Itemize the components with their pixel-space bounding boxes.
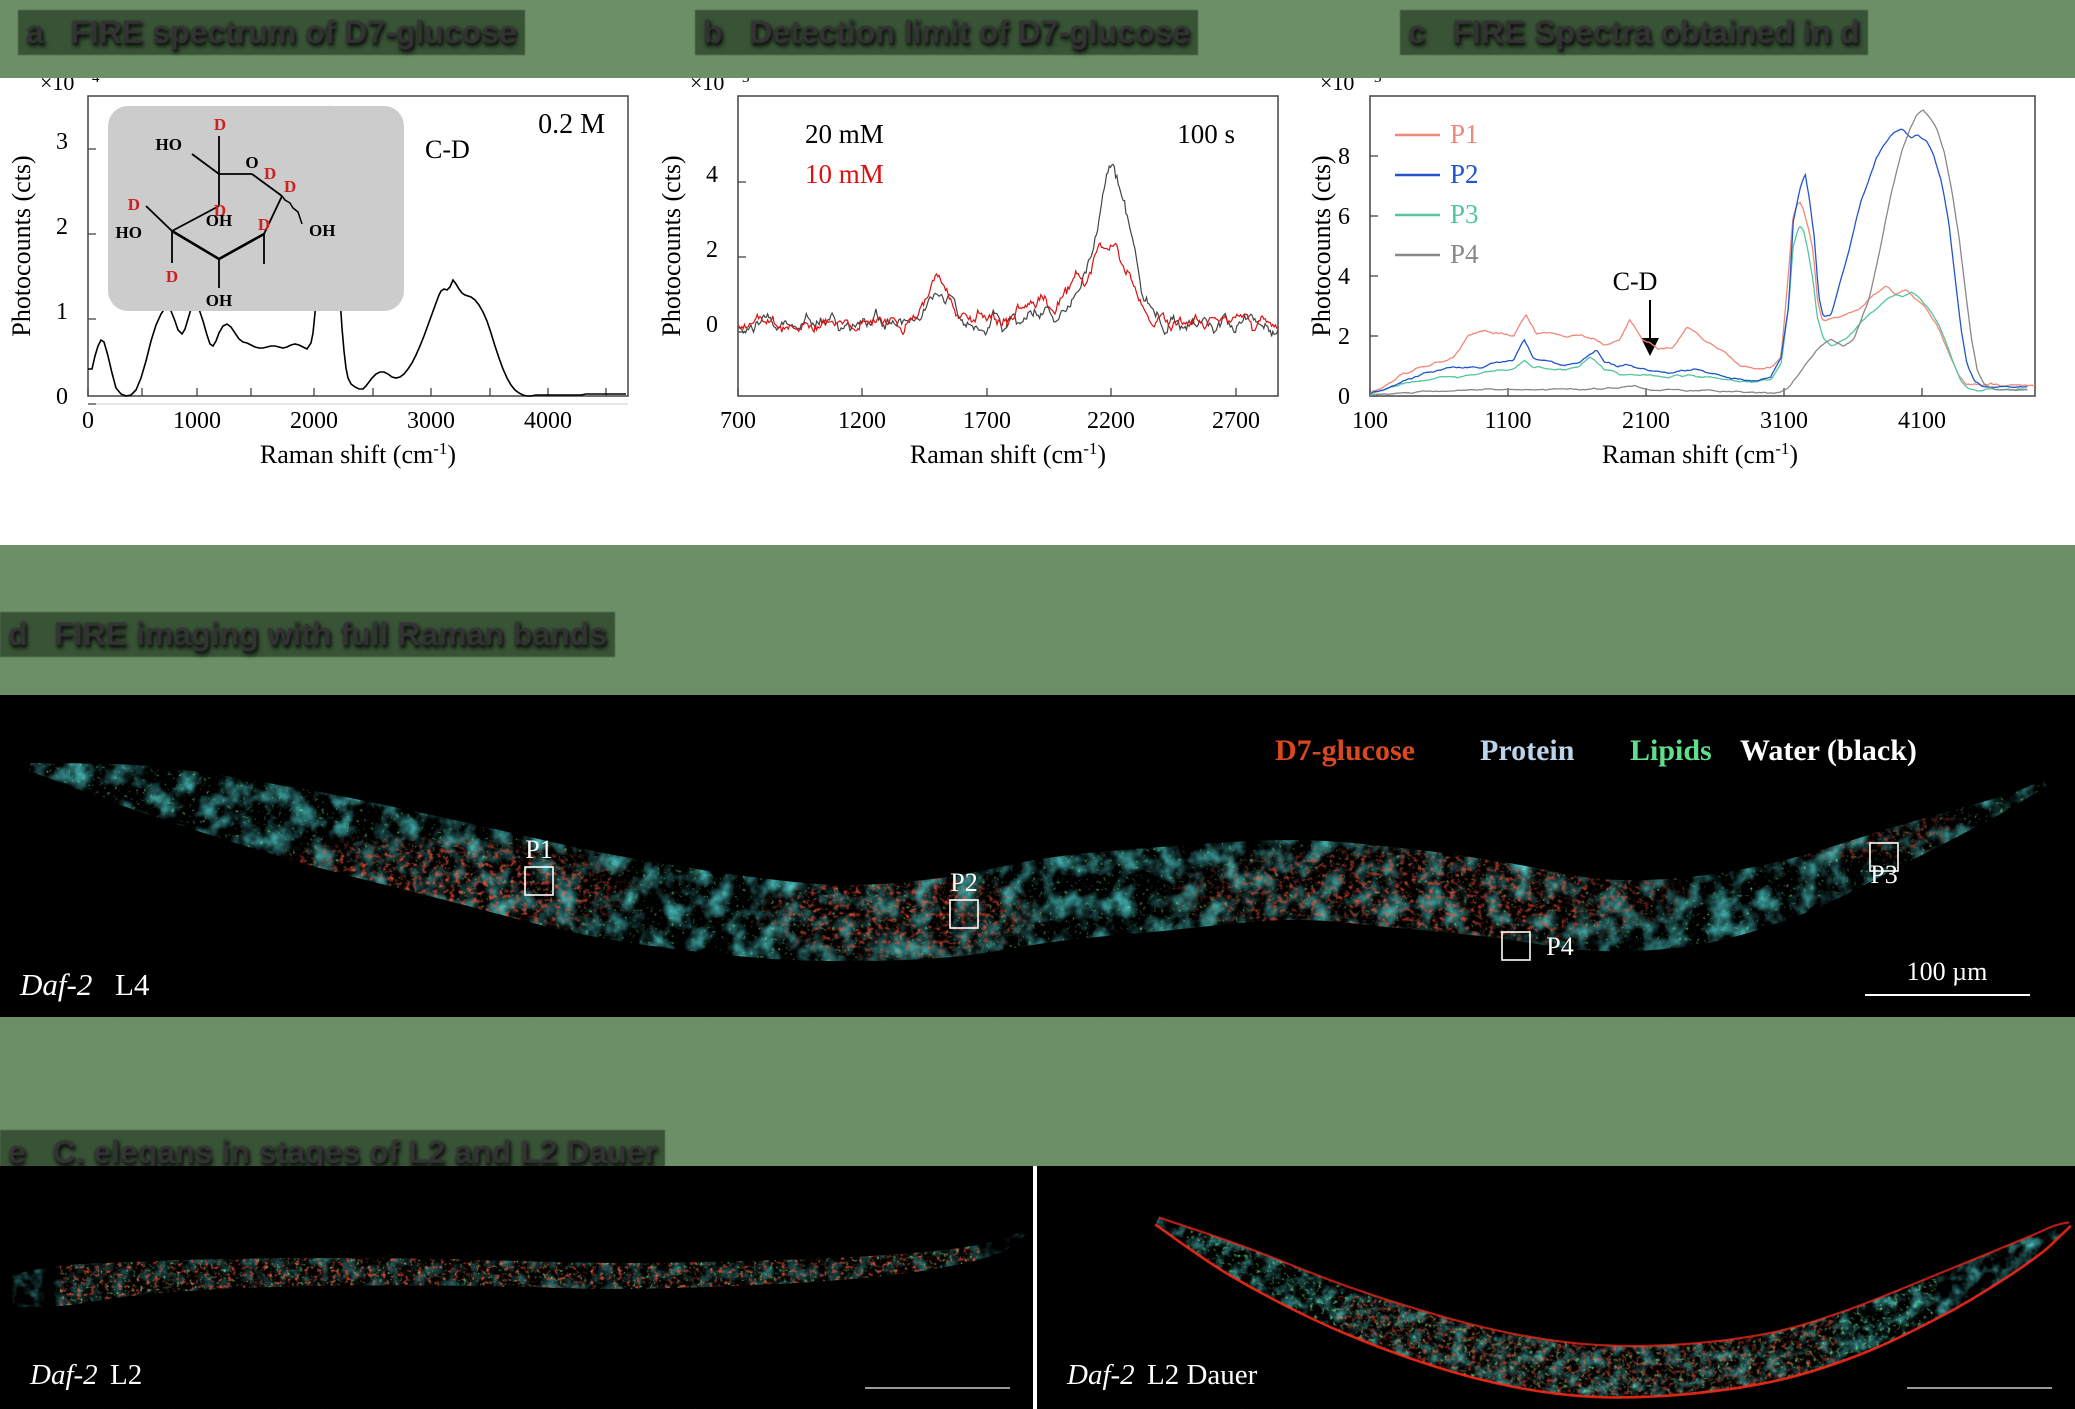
svg-text:P1: P1	[1450, 119, 1479, 149]
svg-text:0: 0	[706, 312, 718, 338]
svg-text:×10: ×10	[690, 78, 724, 95]
svg-text:Daf-2: Daf-2	[1066, 1359, 1135, 1391]
svg-text:100 µm: 100 µm	[1907, 957, 1988, 986]
svg-text:4: 4	[92, 78, 100, 86]
svg-text:C-D: C-D	[425, 135, 470, 164]
svg-text:OH: OH	[206, 291, 232, 310]
svg-text:3: 3	[56, 129, 68, 155]
svg-text:P3: P3	[1450, 199, 1479, 229]
svg-text:4: 4	[1338, 264, 1350, 290]
svg-text:P1: P1	[525, 835, 552, 864]
svg-text:D7-glucose: D7-glucose	[1275, 734, 1415, 767]
svg-text:HO: HO	[156, 135, 182, 154]
svg-text:D: D	[166, 267, 178, 286]
svg-text:3: 3	[742, 78, 750, 86]
svg-text:1000: 1000	[173, 408, 221, 434]
svg-text:2200: 2200	[1087, 408, 1135, 434]
svg-text:4: 4	[706, 162, 718, 188]
svg-text:Raman shift (cm-1): Raman shift (cm-1)	[910, 439, 1106, 470]
svg-text:2: 2	[56, 214, 68, 240]
svg-text:2: 2	[706, 237, 718, 263]
svg-text:2: 2	[1338, 324, 1350, 350]
svg-text:×10: ×10	[40, 78, 74, 95]
svg-text:D: D	[128, 195, 140, 214]
svg-text:O: O	[245, 153, 258, 172]
svg-text:OH: OH	[309, 221, 335, 240]
svg-text:Lipids: Lipids	[1630, 734, 1712, 767]
svg-text:HO: HO	[116, 223, 142, 242]
svg-text:D: D	[214, 115, 226, 134]
svg-text:P3: P3	[1870, 860, 1897, 889]
svg-text:Photocounts (cts): Photocounts (cts)	[1307, 155, 1336, 336]
svg-text:3100: 3100	[1760, 408, 1808, 434]
svg-text:10 mM: 10 mM	[805, 159, 884, 189]
svg-text:Raman shift (cm-1): Raman shift (cm-1)	[1602, 439, 1798, 470]
svg-text:2700: 2700	[1212, 408, 1260, 434]
svg-text:Water (black): Water (black)	[1740, 734, 1917, 767]
svg-text:Protein: Protein	[1480, 734, 1575, 767]
svg-text:1200: 1200	[838, 408, 886, 434]
svg-text:L2: L2	[110, 1359, 142, 1391]
svg-text:0: 0	[1338, 384, 1350, 410]
svg-text:100: 100	[1352, 408, 1388, 434]
svg-text:0.2 M: 0.2 M	[538, 109, 605, 140]
svg-text:100 s: 100 s	[1177, 119, 1235, 149]
svg-text:C-D: C-D	[1613, 267, 1658, 296]
svg-text:8: 8	[1338, 144, 1350, 170]
svg-text:Daf-2: Daf-2	[19, 967, 92, 1002]
svg-text:2100: 2100	[1622, 408, 1670, 434]
svg-text:1100: 1100	[1484, 408, 1531, 434]
svg-text:3: 3	[1374, 78, 1382, 86]
svg-text:6: 6	[1338, 204, 1350, 230]
svg-text:4000: 4000	[524, 408, 572, 434]
svg-text:D: D	[264, 164, 276, 183]
svg-text:P2: P2	[950, 868, 977, 897]
svg-text:2000: 2000	[290, 408, 338, 434]
svg-text:D: D	[258, 215, 270, 234]
svg-text:20 mM: 20 mM	[805, 119, 884, 149]
svg-text:×10: ×10	[1320, 78, 1354, 95]
svg-text:P4: P4	[1450, 239, 1479, 269]
svg-text:3000: 3000	[407, 408, 455, 434]
svg-text:Photocounts (cts): Photocounts (cts)	[7, 155, 36, 336]
svg-text:Photocounts (cts): Photocounts (cts)	[657, 155, 686, 336]
svg-text:0: 0	[56, 384, 68, 410]
svg-text:700: 700	[720, 408, 756, 434]
svg-text:1: 1	[56, 299, 68, 325]
svg-text:Daf-2: Daf-2	[29, 1359, 98, 1391]
svg-text:P2: P2	[1450, 159, 1479, 189]
svg-text:L2 Dauer: L2 Dauer	[1147, 1359, 1258, 1391]
svg-text:D: D	[284, 177, 296, 196]
svg-text:L4: L4	[115, 967, 150, 1002]
svg-text:Raman shift (cm-1): Raman shift (cm-1)	[260, 439, 456, 470]
svg-text:1700: 1700	[963, 408, 1011, 434]
svg-text:4100: 4100	[1898, 408, 1946, 434]
svg-text:P4: P4	[1546, 932, 1573, 961]
svg-text:0: 0	[82, 408, 94, 434]
svg-text:OH: OH	[206, 211, 232, 230]
